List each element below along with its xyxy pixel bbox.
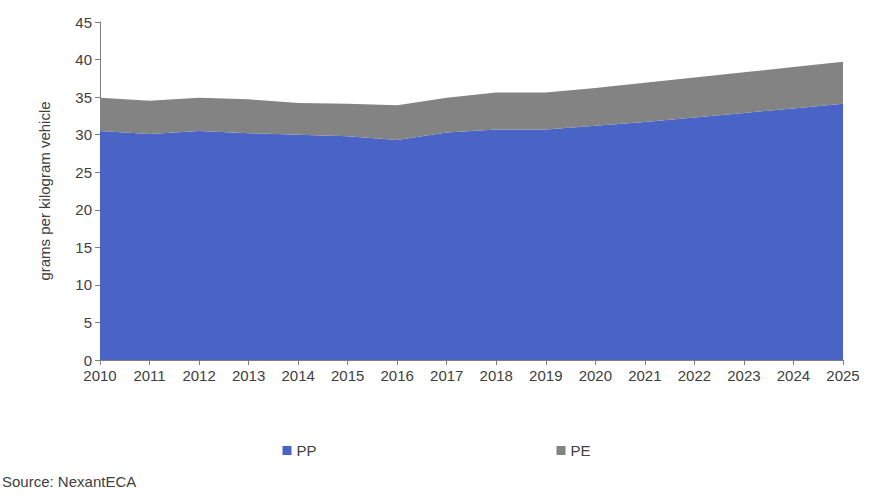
svg-text:2021: 2021 [628,367,661,384]
svg-text:45: 45 [75,14,92,31]
svg-text:2025: 2025 [826,367,859,384]
svg-text:2013: 2013 [232,367,265,384]
svg-text:PE: PE [571,442,591,459]
svg-text:5: 5 [84,314,92,331]
svg-text:2017: 2017 [430,367,463,384]
svg-text:15: 15 [75,239,92,256]
svg-text:2015: 2015 [331,367,364,384]
svg-text:2016: 2016 [381,367,414,384]
svg-text:grams per kilogram vehicle: grams per kilogram vehicle [36,101,53,280]
svg-text:0: 0 [84,352,92,369]
svg-text:10: 10 [75,276,92,293]
svg-text:PP: PP [296,442,316,459]
svg-text:20: 20 [75,201,92,218]
svg-text:2023: 2023 [727,367,760,384]
svg-text:2024: 2024 [777,367,810,384]
svg-text:2014: 2014 [281,367,314,384]
svg-text:40: 40 [75,51,92,68]
svg-text:2018: 2018 [480,367,513,384]
svg-text:2011: 2011 [133,367,165,384]
svg-text:30: 30 [75,126,92,143]
svg-text:25: 25 [75,164,92,181]
svg-text:2019: 2019 [529,367,562,384]
svg-text:2012: 2012 [182,367,215,384]
svg-text:Source: NexantECA: Source: NexantECA [2,473,136,490]
svg-text:2020: 2020 [579,367,612,384]
svg-text:2022: 2022 [678,367,711,384]
svg-text:35: 35 [75,89,92,106]
svg-text:2010: 2010 [83,367,116,384]
